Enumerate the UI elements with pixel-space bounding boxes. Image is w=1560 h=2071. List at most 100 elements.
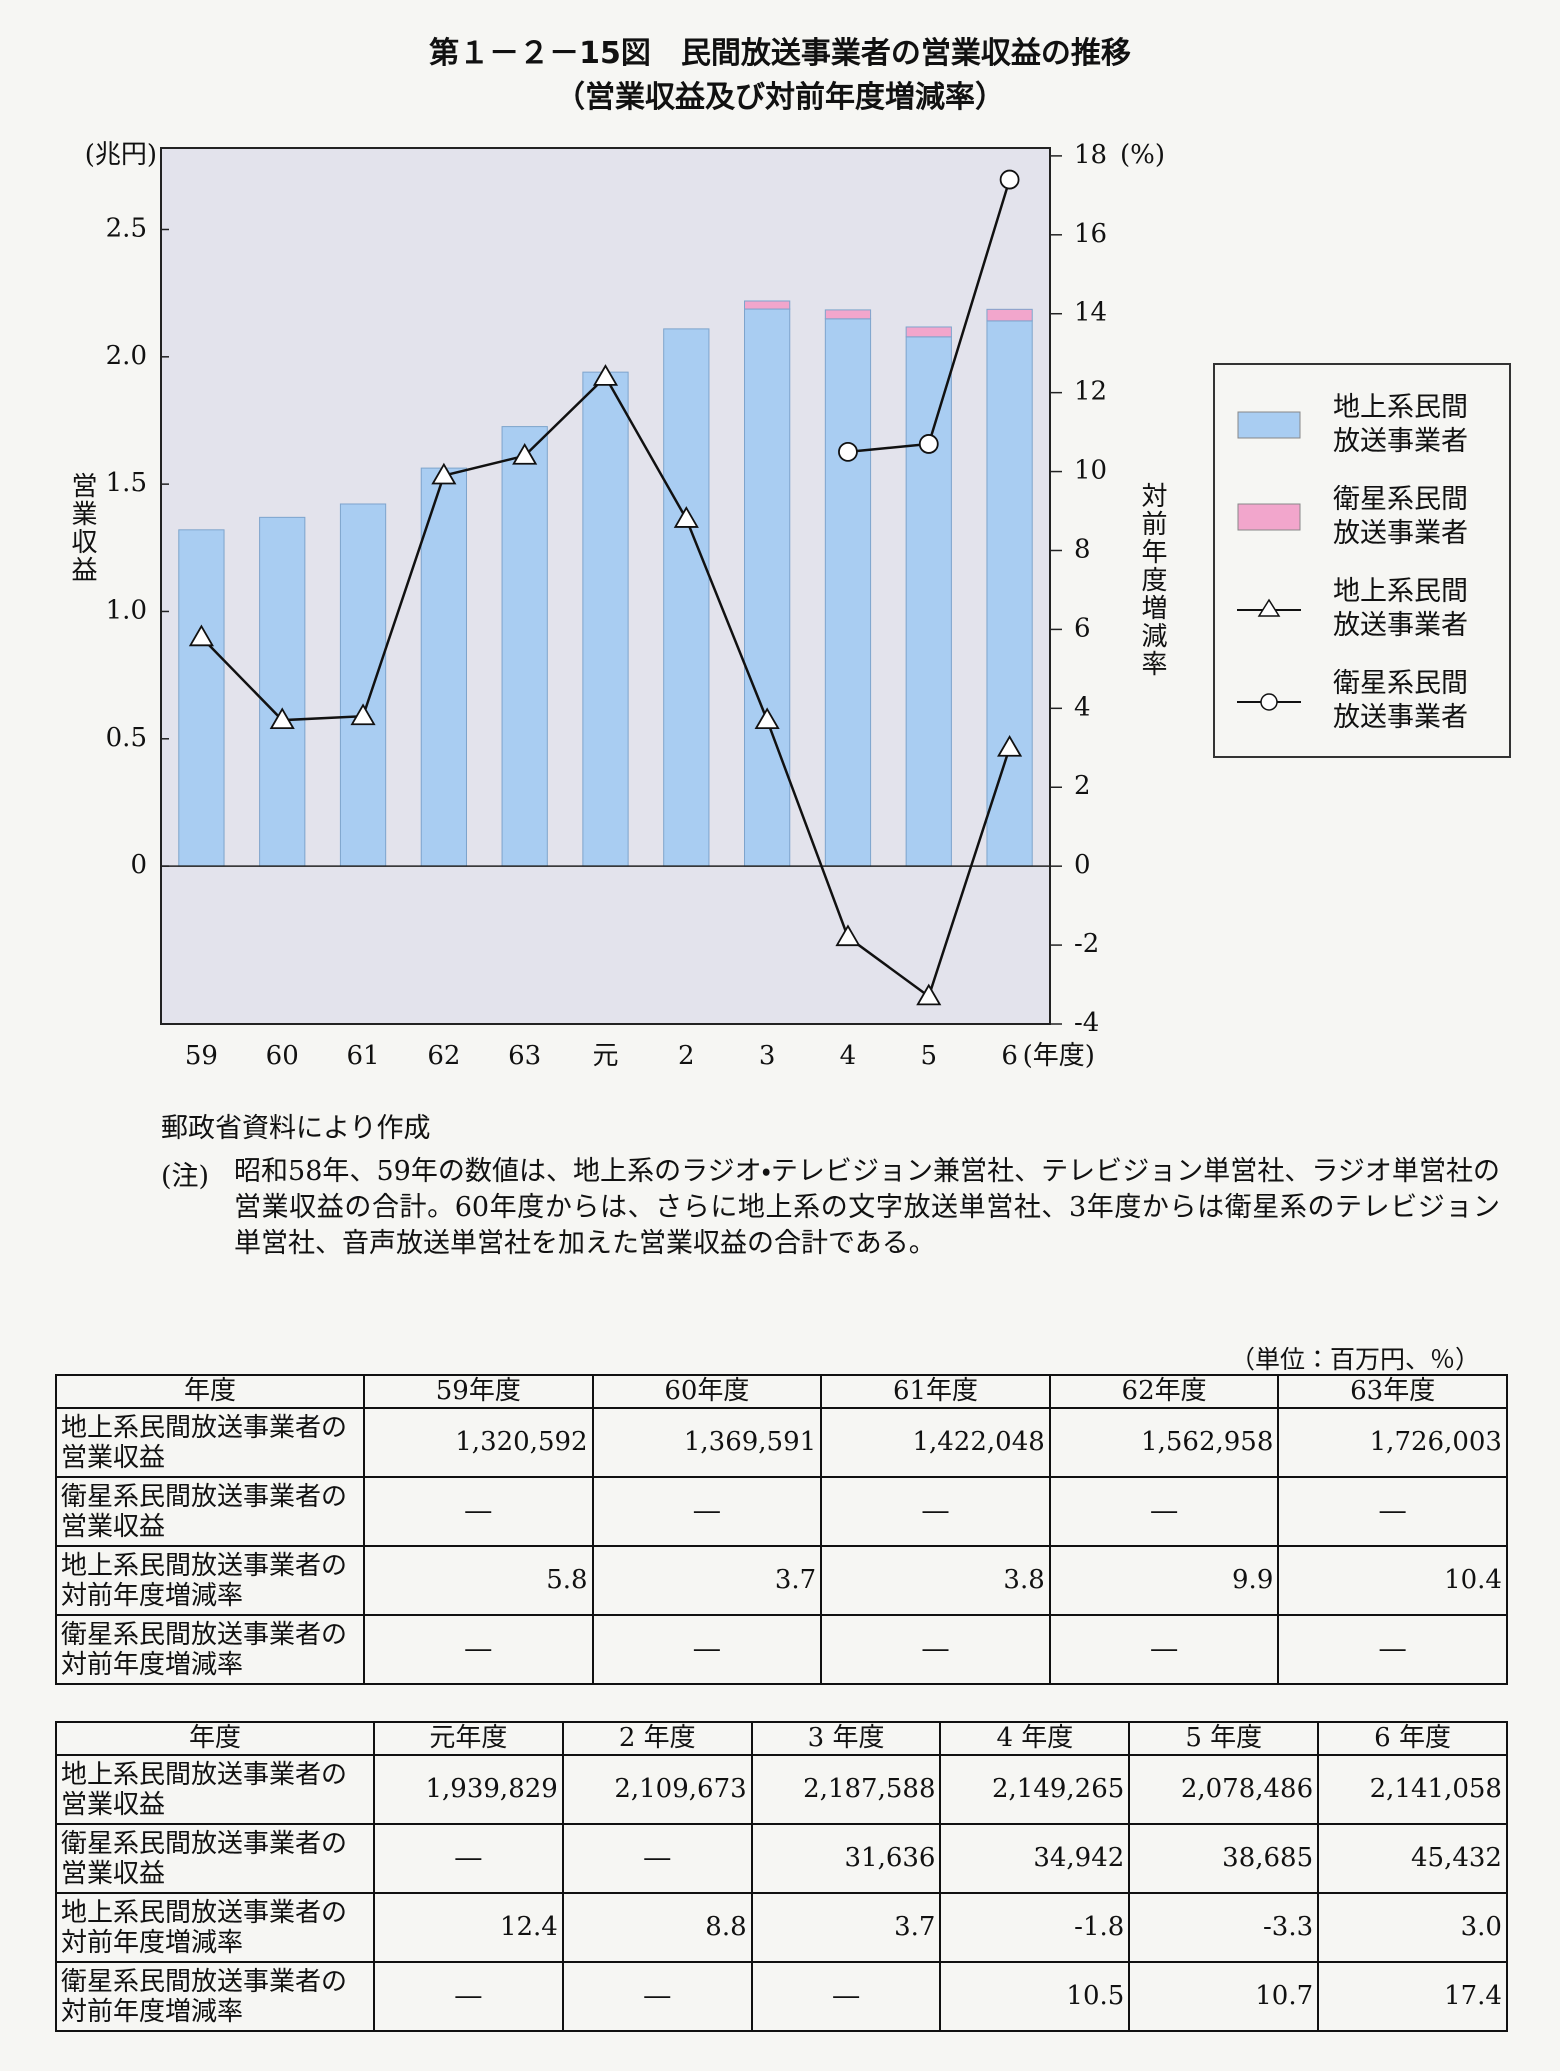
x-unit: (年度) <box>1023 1041 1095 1071</box>
table-row: 衛星系民間放送事業者の営業収益 ― ― 31,636 34,942 38,685 45,43… <box>55 1823 1508 1894</box>
line-marker <box>916 983 942 1006</box>
y2-tick-label: -4 <box>1074 1008 1099 1038</box>
legend-entry: 衛星系民間放送事業者 <box>1237 471 1509 563</box>
table-cell: ― <box>750 1961 942 2032</box>
bar <box>744 308 791 867</box>
table-cell: ― <box>373 1823 564 1894</box>
table-cell: ― <box>1277 1476 1508 1547</box>
header-cell: 2 年度 <box>561 1721 753 1756</box>
y2-tick-label: 6 <box>1074 613 1091 643</box>
table-cell: 3.7 <box>591 1545 823 1616</box>
line-marker <box>350 703 376 726</box>
table-cell: -1.8 <box>939 1892 1131 1963</box>
bar <box>986 308 1033 322</box>
table-cell: 2,078,486 <box>1128 1754 1320 1825</box>
header-cell: 63年度 <box>1277 1374 1508 1409</box>
row-label: 地上系民間放送事業者の対前年度増減率 <box>55 1892 375 1963</box>
legend-label: 地上系民間放送事業者 <box>1333 576 1468 641</box>
source-note: 郵政省資料により作成 <box>161 1113 431 1144</box>
legend-key <box>1237 503 1301 531</box>
table-cell: ― <box>363 1476 594 1547</box>
line-marker <box>754 707 780 730</box>
chart: 0 0.5 1.0 1.5 2.0 2.5 -4 -2 0 2 4 6 8 10 12 14 16 18 (兆円) (… <box>85 140 1165 1071</box>
table-cell: 3.7 <box>750 1892 942 1963</box>
header-cell: 6 年度 <box>1317 1721 1508 1756</box>
y2-unit: (%) <box>1120 140 1165 170</box>
legend-symbol <box>1237 693 1301 711</box>
y2-tick-label: 8 <box>1074 534 1091 564</box>
table-row: 地上系民間放送事業者の対前年度増減率 5.8 3.7 3.8 9.9 10.4 <box>55 1545 1508 1616</box>
legend-entry: 地上系民間放送事業者 <box>1237 379 1509 471</box>
x-tick-label: 61 <box>346 1041 379 1071</box>
y2-tick-label: 18 <box>1074 140 1107 170</box>
table-cell: ― <box>1277 1614 1508 1685</box>
table-row: 地上系民間放送事業者の営業収益 1,320,592 1,369,591 1,422,0… <box>55 1407 1508 1478</box>
y2-tick-label: 12 <box>1074 377 1107 407</box>
table-cell: 10.4 <box>1277 1545 1508 1616</box>
header-cell: 年度 <box>55 1721 375 1756</box>
legend-symbol <box>1237 503 1301 531</box>
line-marker <box>269 707 295 730</box>
row-label: 衛星系民間放送事業者の営業収益 <box>55 1823 375 1894</box>
table-cell: 2,141,058 <box>1317 1754 1508 1825</box>
table-cell: ― <box>591 1614 823 1685</box>
y-tick-label: 2.0 <box>106 341 147 371</box>
table-cell: 3.0 <box>1317 1892 1508 1963</box>
x-tick-label: 62 <box>427 1041 460 1071</box>
table-cell: 10.7 <box>1128 1961 1320 2032</box>
bar <box>905 336 952 867</box>
row-label: 地上系民間放送事業者の営業収益 <box>55 1754 375 1825</box>
legend-key <box>1237 687 1301 715</box>
legend-label: 衛星系民間放送事業者 <box>1333 484 1468 549</box>
data-table: 年度 元年度 2 年度 3 年度 4 年度 5 年度 6 年度 地上系民間放送事業者の営業収益… <box>55 1721 1508 2032</box>
line-marker <box>918 434 939 454</box>
header-cell: 3 年度 <box>750 1721 942 1756</box>
x-tick-label: 2 <box>678 1041 695 1071</box>
line-marker <box>431 462 457 485</box>
table-cell: 2,109,673 <box>561 1754 753 1825</box>
bar <box>824 318 872 867</box>
legend-label: 地上系民間放送事業者 <box>1333 392 1468 457</box>
table-cell: 1,939,829 <box>373 1754 564 1825</box>
table-cell: 9.9 <box>1048 1545 1280 1616</box>
table-cell: 34,942 <box>939 1823 1131 1894</box>
bar <box>501 426 548 867</box>
header-cell: 62年度 <box>1048 1374 1280 1409</box>
y-tick-label: 0.5 <box>106 723 147 753</box>
header-cell: 年度 <box>55 1374 365 1409</box>
table-cell: 45,432 <box>1317 1823 1508 1894</box>
table-cell: 1,726,003 <box>1277 1407 1508 1478</box>
legend-key <box>1237 411 1301 439</box>
y-tick-label: 1.5 <box>106 468 147 498</box>
y2-tick-label: 14 <box>1074 298 1107 328</box>
y2-axis-label: 対前年度増減率 <box>1137 482 1167 678</box>
table-cell: ― <box>820 1614 1051 1685</box>
table-cell: 2,149,265 <box>939 1754 1131 1825</box>
header-cell: 5 年度 <box>1128 1721 1320 1756</box>
x-tick-label: 60 <box>266 1041 299 1071</box>
legend-label: 衛星系民間放送事業者 <box>1333 668 1468 733</box>
y-tick-label: 1.0 <box>106 595 147 625</box>
subtitle: （営業収益及び対前年度増減率） <box>555 80 1005 115</box>
table-cell: -3.3 <box>1128 1892 1320 1963</box>
line-marker <box>835 924 861 947</box>
row-label: 地上系民間放送事業者の営業収益 <box>55 1407 365 1478</box>
x-tick-label: 63 <box>508 1041 541 1071</box>
y2-tick-label: -2 <box>1074 929 1099 959</box>
line-marker <box>188 624 214 647</box>
table-cell: 31,636 <box>750 1823 942 1894</box>
table-cell: 3.8 <box>820 1545 1051 1616</box>
note-label: (注) <box>161 1161 210 1192</box>
table-cell: 38,685 <box>1128 1823 1320 1894</box>
bar <box>420 467 467 867</box>
table-cell: 1,320,592 <box>363 1407 594 1478</box>
header-row: 年度 59年度 60年度 61年度 62年度 63年度 <box>55 1374 1508 1409</box>
table-cell: 17.4 <box>1317 1961 1508 2032</box>
x-tick-label: 5 <box>920 1041 937 1071</box>
table-cell: ― <box>1048 1476 1280 1547</box>
bar <box>905 326 952 338</box>
data-table: 年度 59年度 60年度 61年度 62年度 63年度 地上系民間放送事業者の営業収益 1,3… <box>55 1374 1508 1685</box>
bar <box>259 516 306 867</box>
